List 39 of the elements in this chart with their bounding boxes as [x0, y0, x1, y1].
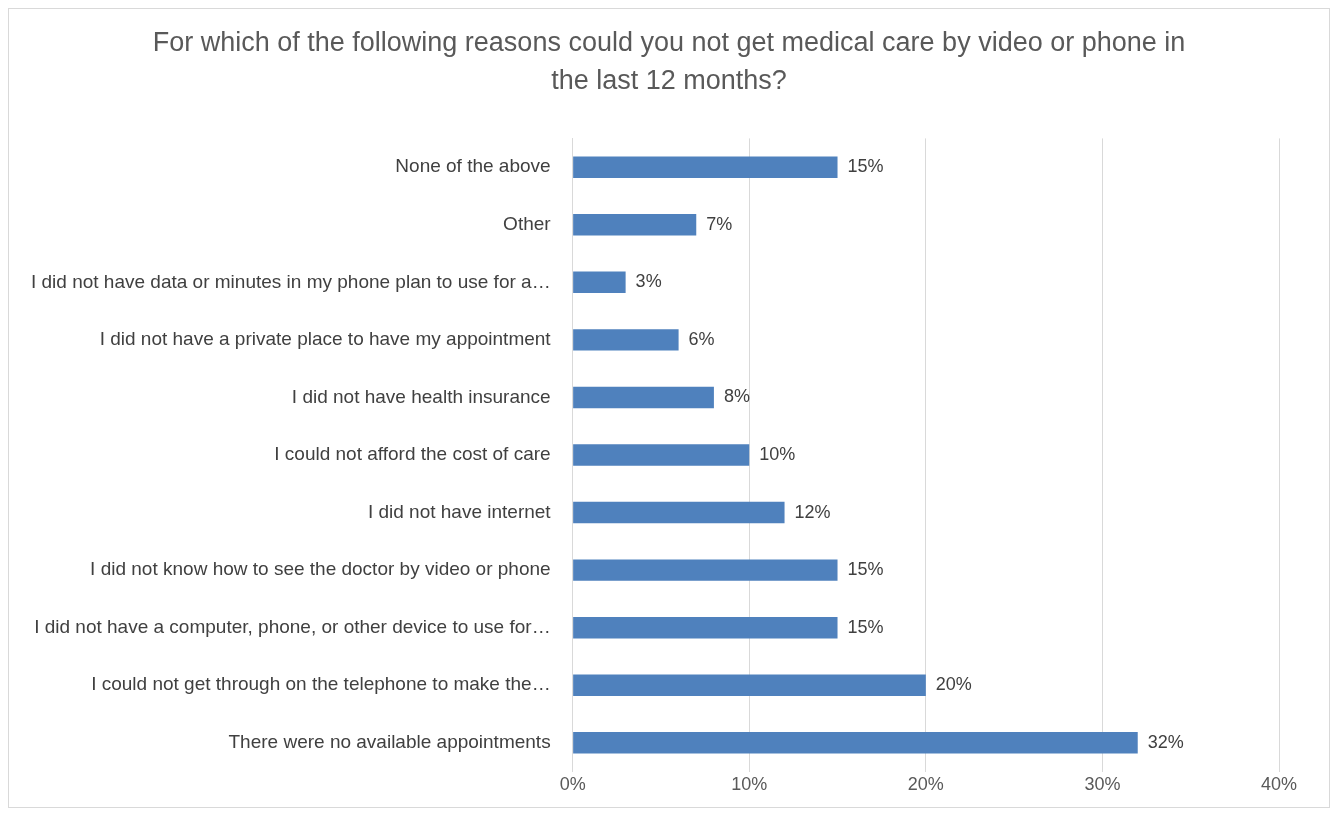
- data-label: 15%: [847, 616, 884, 637]
- data-label: 12%: [794, 501, 831, 522]
- bar: [573, 559, 838, 581]
- y-tick-label: I could not get through on the telephone to make the…: [91, 673, 551, 695]
- x-tick-label: 40%: [1260, 774, 1298, 795]
- x-tick-label: 10%: [731, 774, 768, 795]
- bar: [573, 444, 750, 466]
- bar: [573, 732, 1138, 754]
- y-tick-label: I did not have a computer, phone, or other device to use for…: [34, 615, 551, 637]
- data-label: 7%: [706, 213, 733, 234]
- y-tick-label: None of the above: [395, 155, 551, 177]
- y-tick-label: I did not have health insurance: [291, 385, 551, 407]
- y-tick-label: I did not have data or minutes in my phone plan to use for a…: [30, 270, 551, 292]
- data-label: 6%: [688, 328, 715, 349]
- data-label: 15%: [847, 156, 884, 177]
- bar: [573, 674, 926, 696]
- data-label: 20%: [935, 674, 972, 695]
- x-tick-label: 0%: [559, 774, 586, 795]
- bar: [573, 386, 714, 409]
- data-label: 32%: [1147, 731, 1184, 752]
- bar: [573, 156, 838, 178]
- bar: [573, 214, 697, 236]
- bar: [573, 271, 626, 294]
- data-label: 10%: [759, 443, 796, 464]
- data-label: 3%: [635, 271, 662, 292]
- data-label: 8%: [723, 386, 750, 407]
- y-tick-label: I did not know how to see the doctor by video or phone: [90, 558, 551, 580]
- data-label: 15%: [847, 559, 884, 580]
- y-tick-label: I could not afford the cost of care: [274, 443, 551, 465]
- bar: [573, 616, 838, 639]
- x-tick-label: 30%: [1084, 774, 1121, 795]
- chart-title: For which of the following reasons could you not get medical care by video or phone in the last 12 months?: [151, 26, 1187, 97]
- bar: [573, 329, 679, 351]
- x-tick-label: 20%: [907, 774, 944, 795]
- y-tick-label: I did not have internet: [367, 500, 552, 522]
- bar: [573, 501, 785, 524]
- y-tick-label: There were no available appointments: [228, 731, 551, 753]
- y-tick-label: Other: [503, 212, 552, 234]
- y-tick-label: I did not have a private place to have my appointment: [99, 328, 552, 350]
